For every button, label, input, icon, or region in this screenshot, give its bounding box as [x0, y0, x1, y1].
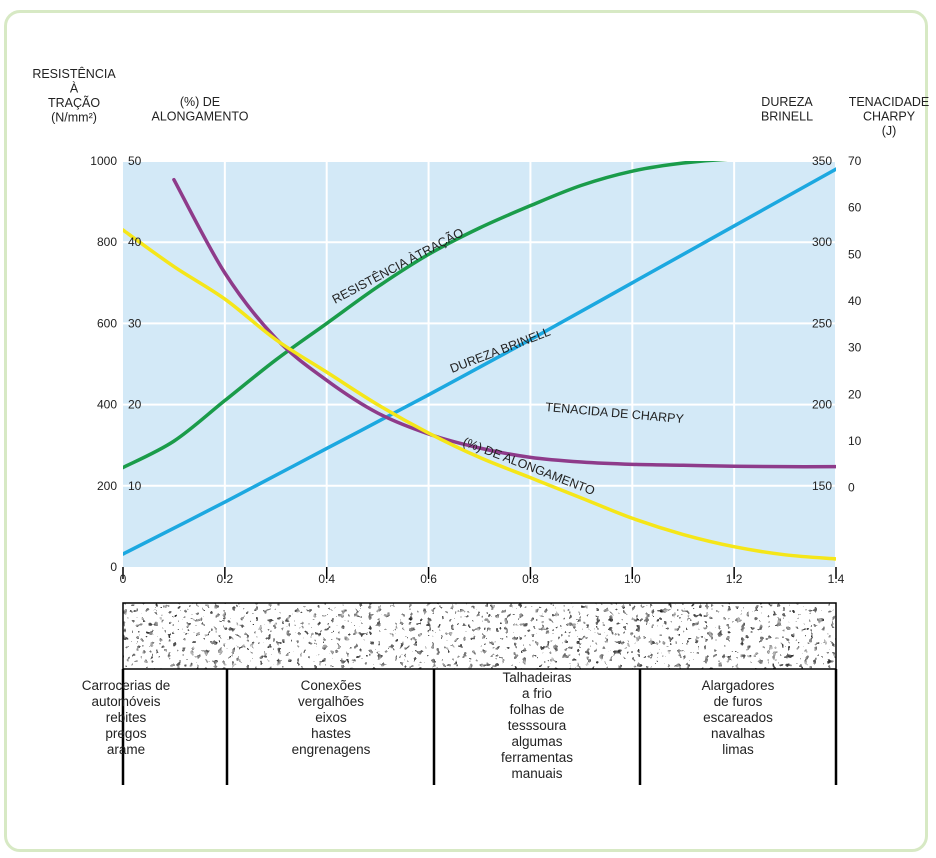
axis-title-brinell: DUREZA	[761, 95, 813, 109]
application-text-0: pregos	[105, 726, 147, 741]
application-text-2: manuais	[511, 766, 562, 781]
axis-title-charpy: (J)	[882, 124, 897, 138]
y-tick-charpy: 60	[848, 201, 862, 215]
y-tick-alongamento: 20	[128, 398, 142, 412]
application-text-2: Talhadeiras	[502, 670, 571, 685]
y-tick-resistencia: 0	[110, 560, 117, 574]
series-line-1	[123, 167, 836, 556]
series-group	[123, 161, 836, 561]
y-tick-charpy: 30	[848, 341, 862, 355]
tick-group: 0 0.2 0.4 0.6 0.8 1.0 1.2 1.4100080060040020005…	[90, 154, 861, 586]
x-tick-label: 0.2	[217, 572, 234, 586]
application-text-1: eixos	[315, 710, 347, 725]
axis-title-resistencia: À	[70, 81, 79, 96]
axis-title-resistencia: (N/mm²)	[51, 111, 97, 125]
series-line-2	[172, 177, 836, 469]
x-tick-label: 1.0	[624, 572, 641, 586]
y-tick-charpy: 50	[848, 247, 862, 261]
y-tick-alongamento: 30	[128, 316, 142, 330]
y-tick-resistencia: 800	[97, 235, 117, 249]
y-tick-charpy: 40	[848, 294, 862, 308]
application-text-1: vergalhões	[298, 694, 364, 709]
applications: Carrocerias deautomóveisrebitespregosara…	[82, 669, 838, 785]
axis-title-alongamento: (%) DE	[180, 95, 220, 109]
application-text-2: algumas	[511, 734, 562, 749]
application-text-0: automóveis	[91, 694, 160, 709]
y-tick-resistencia: 1000	[90, 154, 117, 168]
y-tick-alongamento: 50	[128, 154, 142, 168]
y-tick-alongamento: 40	[128, 235, 142, 249]
application-text-1: engrenagens	[292, 742, 371, 757]
application-text-3: limas	[722, 742, 754, 757]
series-line-3	[123, 228, 836, 561]
microstructure-strip	[122, 602, 837, 670]
application-text-1: hastes	[311, 726, 351, 741]
x-tick-label: 1.2	[726, 572, 743, 586]
y-tick-brinell: 300	[812, 235, 832, 249]
application-text-2: a frio	[522, 686, 552, 701]
x-tick-label: 0.4	[318, 572, 335, 586]
application-text-1: Conexões	[301, 678, 362, 693]
y-tick-charpy: 0	[848, 481, 855, 495]
y-tick-alongamento: 10	[128, 479, 142, 493]
application-text-2: tesssoura	[508, 718, 567, 733]
axis-title-charpy: CHARPY	[863, 110, 916, 124]
y-tick-resistencia: 200	[97, 479, 117, 493]
application-text-3: escareados	[703, 710, 773, 725]
y-tick-resistencia: 400	[97, 398, 117, 412]
application-text-3: de furos	[714, 694, 763, 709]
x-tick-label: 0.6	[420, 572, 437, 586]
y-tick-resistencia: 600	[97, 316, 117, 330]
y-tick-brinell: 200	[812, 398, 832, 412]
grid	[123, 160, 837, 567]
x-tick-label: 1.4	[828, 572, 845, 586]
application-text-3: Alargadores	[702, 678, 775, 693]
axis-title-resistencia: RESISTÊNCIA	[32, 66, 116, 81]
axis-title-brinell: BRINELL	[761, 110, 813, 124]
y-tick-brinell: 250	[812, 316, 832, 330]
y-tick-brinell: 150	[812, 479, 832, 493]
application-text-2: folhas de	[510, 702, 565, 717]
x-tick-label: 0.8	[522, 572, 539, 586]
y-tick-charpy: 20	[848, 387, 862, 401]
application-text-2: ferramentas	[501, 750, 573, 765]
axis-title-alongamento: ALONGAMENTO	[151, 110, 248, 124]
axis-title-resistencia: TRAÇÃO	[48, 96, 100, 110]
y-tick-brinell: 350	[812, 154, 832, 168]
y-tick-charpy: 10	[848, 434, 862, 448]
axis-title-charpy: TENACIDADE	[849, 95, 930, 109]
series-line-0	[123, 161, 728, 470]
x-tick-label: 0	[120, 572, 127, 586]
application-text-3: navalhas	[711, 726, 765, 741]
y-tick-charpy: 70	[848, 154, 862, 168]
application-text-0: rebites	[106, 710, 147, 725]
application-text-0: Carrocerias de	[82, 678, 171, 693]
application-text-0: arame	[107, 742, 145, 757]
